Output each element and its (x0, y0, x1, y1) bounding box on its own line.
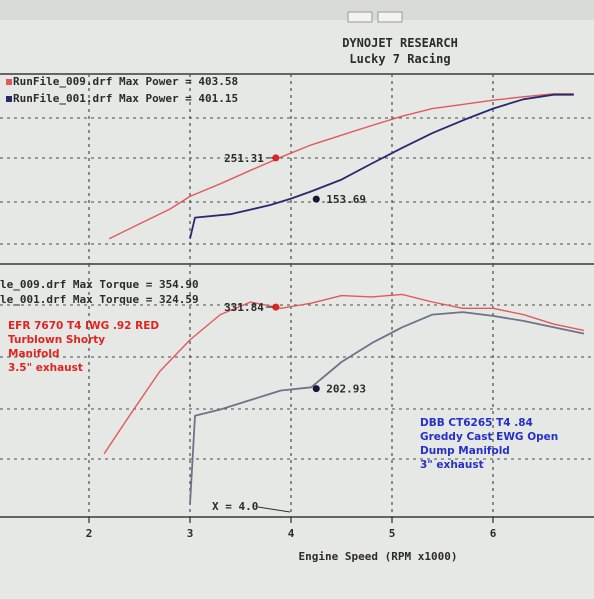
power-point-marker-0 (272, 154, 280, 162)
efr-setup-line-2: Turblown Shorty (8, 334, 105, 346)
top-strip (0, 0, 594, 20)
torque-point-marker-0 (272, 303, 280, 311)
efr-setup-line-3: Manifold (8, 348, 60, 360)
x-tick-label-3: 3 (187, 527, 194, 540)
torque-grid (0, 264, 594, 517)
power-series-group: 251.31 153.69 (108, 93, 574, 240)
dbb-setup-line-1: DBB CT6265 T4 .84 (420, 417, 533, 429)
torque-series-1-line (189, 311, 585, 505)
efr-setup-annotation: EFR 7670 T4 IWG .92 RED Turblown Shorty … (8, 320, 159, 374)
chart-subtitle: Lucky 7 Racing (349, 52, 450, 66)
power-legend-swatch-009 (6, 79, 12, 85)
torque-series-group: 331.84 202.93 (103, 293, 585, 505)
power-grid (0, 74, 594, 264)
power-series-1-line (189, 93, 574, 239)
torque-point-label-0: 331.84 (224, 301, 264, 314)
torque-series-0-line (103, 293, 585, 455)
cursor-readout: X = 4.0 (212, 500, 258, 513)
x-tick-label-4: 4 (288, 527, 295, 540)
efr-setup-line-1: EFR 7670 T4 IWG .92 RED (8, 320, 159, 332)
power-series-0-line (108, 93, 574, 240)
x-tick-label-5: 5 (389, 527, 396, 540)
x-axis-ticks: 2 3 4 5 6 (86, 517, 497, 540)
power-point-marker-1 (312, 195, 320, 203)
x-tick-label-2: 2 (86, 527, 93, 540)
window-button-restore[interactable] (347, 11, 373, 23)
dbb-setup-annotation: DBB CT6265 T4 .84 Greddy Cast EWG Open D… (420, 417, 558, 471)
efr-setup-line-4: 3.5" exhaust (8, 362, 83, 374)
x-tick-label-6: 6 (490, 527, 497, 540)
x-axis-label: Engine Speed (RPM x1000) (299, 550, 458, 563)
power-legend-entry-001: RunFile_001.drf Max Power = 401.15 (13, 92, 238, 105)
power-point-label-0: 251.31 (224, 152, 264, 165)
window-button-close[interactable] (377, 11, 403, 23)
torque-point-marker-1 (312, 385, 320, 393)
cursor-readout-leader (257, 506, 291, 513)
torque-point-label-1: 202.93 (326, 383, 366, 396)
dbb-setup-line-4: 3" exhaust (420, 459, 484, 471)
torque-legend-entry-009: le_009.drf Max Torque = 354.90 (0, 278, 199, 291)
dbb-setup-line-3: Dump Manifold (420, 445, 510, 457)
power-legend-swatch-001 (6, 96, 12, 102)
power-legend-entry-009: RunFile_009.drf Max Power = 403.58 (13, 75, 238, 88)
power-point-label-1: 153.69 (326, 193, 366, 206)
chart-title: DYNOJET RESEARCH (342, 36, 458, 50)
torque-legend-entry-001: le_001.drf Max Torque = 324.59 (0, 293, 199, 306)
dbb-setup-line-2: Greddy Cast EWG Open (420, 431, 558, 443)
